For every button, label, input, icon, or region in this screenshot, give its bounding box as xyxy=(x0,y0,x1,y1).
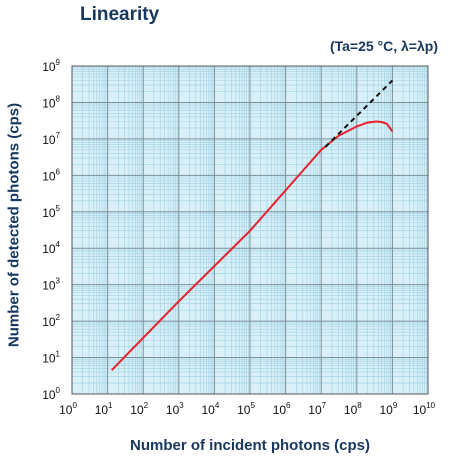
x-tick-labels: 100 101 102 103 104 105 106 107 108 109 1010 xyxy=(59,401,436,417)
y-axis-label: Number of detected photons (cps) xyxy=(5,102,23,348)
x-tick-label: 101 xyxy=(95,401,113,417)
x-tick-label: 109 xyxy=(379,401,397,417)
y-tick-label: 103 xyxy=(42,277,60,293)
x-tick-label: 1010 xyxy=(413,401,436,417)
x-tick-label: 105 xyxy=(237,401,255,417)
ideal-linearity-dashed-line xyxy=(324,79,394,148)
chart-subtitle: (Ta=25 °C, λ=λp) xyxy=(329,38,438,54)
y-tick-label: 105 xyxy=(42,204,60,220)
x-tick-label: 103 xyxy=(166,401,184,417)
x-tick-label: 104 xyxy=(201,401,219,417)
x-tick-label: 106 xyxy=(273,401,291,417)
y-tick-label: 109 xyxy=(42,58,60,74)
series-layer xyxy=(110,79,394,371)
y-tick-label: 101 xyxy=(42,350,60,366)
plot-frame xyxy=(71,65,429,395)
y-tick-label: 107 xyxy=(42,131,60,147)
x-tick-label: 107 xyxy=(308,401,326,417)
y-tick-label: 108 xyxy=(42,94,60,110)
x-axis-label: Number of incident photons (cps) xyxy=(130,437,370,454)
y-tick-label: 102 xyxy=(42,313,60,329)
y-tick-labels: 100 101 102 103 104 105 106 107 108 109 xyxy=(42,58,60,402)
x-tick-label: 100 xyxy=(59,401,77,417)
x-tick-label: 108 xyxy=(344,401,362,417)
y-tick-label: 104 xyxy=(42,240,60,256)
chart-title: Linearity xyxy=(80,4,160,25)
y-tick-label: 100 xyxy=(42,386,60,402)
measured-linearity-line xyxy=(110,120,394,371)
x-tick-label: 102 xyxy=(130,401,148,417)
y-tick-label: 106 xyxy=(42,167,60,183)
